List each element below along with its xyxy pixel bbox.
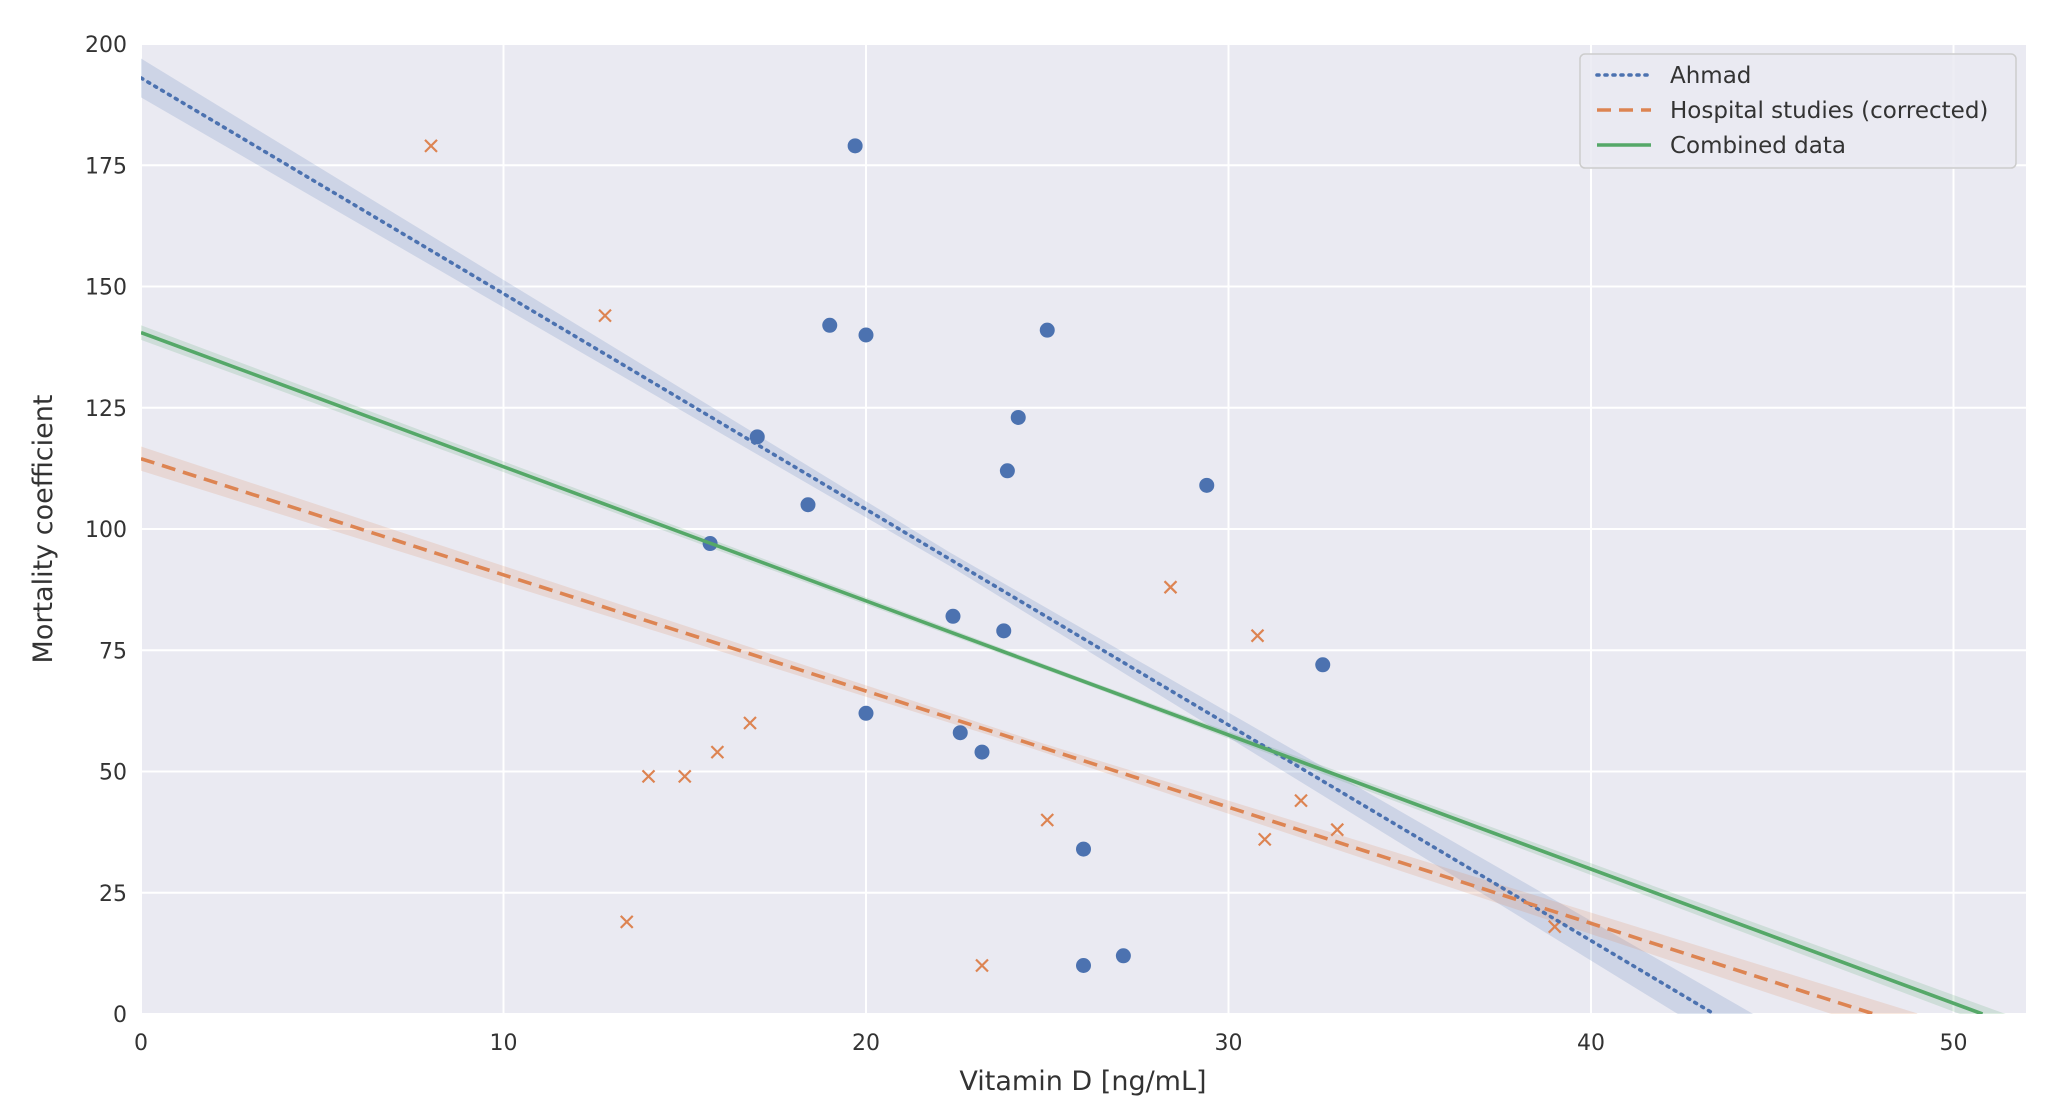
legend-box bbox=[1579, 53, 2017, 169]
scatter-point-x bbox=[424, 139, 438, 153]
y-tick-label: 125 bbox=[85, 397, 127, 422]
scatter-point-x bbox=[1257, 832, 1272, 847]
scatter-point-circle bbox=[974, 744, 990, 760]
x-tick-label: 20 bbox=[852, 1031, 880, 1056]
x-tick-label: 50 bbox=[1940, 1031, 1968, 1056]
scatter-point-circle bbox=[1076, 841, 1091, 857]
scatter-points bbox=[424, 138, 1562, 973]
scatter-point-circle bbox=[800, 497, 816, 513]
scatter-point-circle bbox=[1115, 948, 1131, 964]
legend-label: Hospital studies (corrected) bbox=[1670, 98, 1988, 124]
scatter-point-x bbox=[1294, 793, 1308, 808]
scatter-point-circle bbox=[847, 138, 863, 154]
legend-label: Combined data bbox=[1670, 133, 1846, 159]
x-tick-label: 0 bbox=[134, 1031, 148, 1056]
legend-label: Ahmad bbox=[1670, 63, 1751, 89]
scatter-point-circle bbox=[1199, 477, 1215, 493]
scatter-point-circle bbox=[1010, 409, 1026, 425]
x-tick-label: 10 bbox=[490, 1031, 518, 1056]
y-tick-labels: 0 25 50 75 100 125 150 175 200 bbox=[85, 33, 127, 1028]
y-tick-label: 25 bbox=[99, 882, 127, 907]
scatter-point-circle bbox=[996, 623, 1012, 639]
y-tick-label: 175 bbox=[85, 154, 127, 179]
scatter-point-x bbox=[1040, 813, 1055, 827]
scatter-point-circle bbox=[1315, 657, 1331, 673]
y-tick-label: 100 bbox=[85, 518, 127, 543]
scatter-point-circle bbox=[945, 608, 961, 624]
scatter-point-x bbox=[975, 958, 989, 973]
scatter-point-x bbox=[710, 745, 725, 759]
scatter-point-x bbox=[1163, 580, 1178, 594]
grid bbox=[140, 43, 2026, 1015]
scatter-point-circle bbox=[1076, 958, 1091, 973]
regression-line bbox=[141, 76, 1717, 1014]
scatter-point-circle bbox=[858, 327, 874, 343]
y-tick-label: 75 bbox=[99, 639, 127, 664]
x-tick-labels: 0 10 20 30 40 50 bbox=[134, 1031, 1968, 1056]
scatter-point-circle bbox=[999, 463, 1015, 479]
x-tick-label: 30 bbox=[1215, 1031, 1243, 1056]
regression-line bbox=[141, 330, 1984, 1014]
scatter-point-circle bbox=[858, 705, 874, 721]
regression-lines bbox=[141, 76, 1984, 1014]
regression-line bbox=[141, 456, 1875, 1014]
scatter-point-x bbox=[641, 769, 656, 784]
y-tick-label: 200 bbox=[85, 33, 127, 58]
scatter-point-circle bbox=[822, 317, 838, 333]
x-axis-label: Vitamin D [ng/mL] bbox=[959, 1066, 1206, 1097]
scatter-point-circle bbox=[1039, 322, 1055, 338]
x-tick-label: 40 bbox=[1577, 1031, 1605, 1056]
y-tick-label: 0 bbox=[113, 1003, 127, 1028]
scatter-point-x bbox=[1250, 628, 1265, 643]
y-axis-label: Mortality coefficient bbox=[28, 395, 59, 664]
scatter-point-x bbox=[619, 915, 634, 929]
y-tick-label: 50 bbox=[99, 761, 127, 786]
scatter-point-x bbox=[677, 769, 692, 784]
scatter-point-x bbox=[1330, 822, 1345, 837]
legend: Ahmad Hospital studies (corrected) Combine… bbox=[1579, 53, 2017, 169]
scatter-point-circle bbox=[952, 725, 968, 741]
y-tick-label: 150 bbox=[85, 276, 127, 301]
scatter-point-x bbox=[743, 716, 757, 730]
scatter-point-x bbox=[598, 308, 612, 323]
